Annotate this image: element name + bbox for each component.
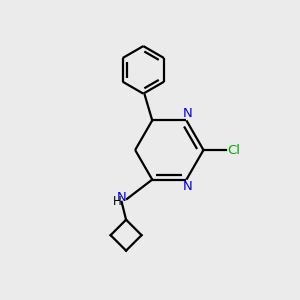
Text: N: N: [117, 191, 127, 204]
Text: N: N: [183, 180, 193, 193]
Text: H: H: [113, 195, 122, 208]
Text: Cl: Cl: [227, 143, 240, 157]
Text: N: N: [183, 107, 193, 120]
